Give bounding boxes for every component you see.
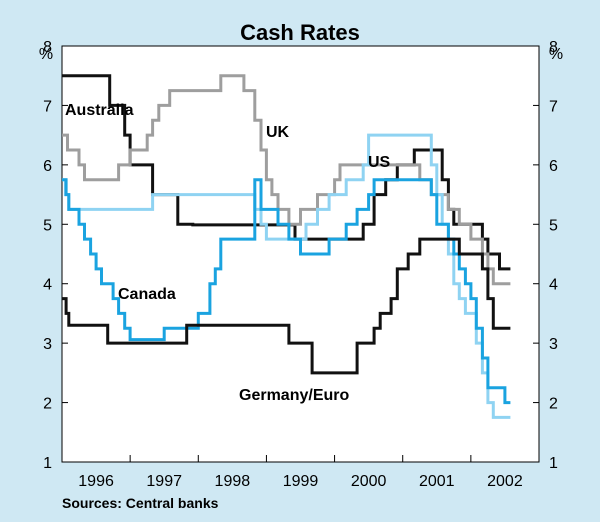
y-tick-label-right-4: 4 bbox=[549, 277, 558, 294]
y-tick-label-right-8: 8 bbox=[549, 39, 558, 56]
series-line-uk bbox=[62, 74, 511, 286]
y-tick-label-right-5: 5 bbox=[549, 217, 558, 234]
y-tick-label-right-1: 1 bbox=[549, 455, 558, 472]
y-tick-label-right-7: 7 bbox=[549, 98, 558, 115]
series-label-canada: Canada bbox=[118, 286, 176, 303]
source-note: Sources: Central banks bbox=[62, 495, 219, 511]
series-lines bbox=[62, 74, 511, 419]
series-label-uk: UK bbox=[266, 124, 290, 141]
y-tick-label-left-1: 1 bbox=[43, 455, 52, 472]
series-line-germany-euro bbox=[62, 237, 511, 375]
y-tick-label-right-2: 2 bbox=[549, 396, 558, 413]
x-tick-label-1997: 1997 bbox=[146, 473, 182, 490]
series-label-australia: Australia bbox=[65, 102, 134, 119]
series-label-us: US bbox=[368, 154, 391, 171]
x-tick-label-2002: 2002 bbox=[487, 473, 523, 490]
series-line-canada bbox=[62, 178, 511, 405]
y-tick-label-left-4: 4 bbox=[43, 277, 52, 294]
axis-ticks: 1 1 2 2 3 3 4 4 5 5 6 6 7 7 8 8 1996 1997 1998 1999 2000 2001… bbox=[43, 39, 558, 490]
y-tick-label-left-2: 2 bbox=[43, 396, 52, 413]
y-tick-label-right-6: 6 bbox=[549, 158, 558, 175]
y-unit-left: % bbox=[39, 46, 53, 63]
y-unit-right: % bbox=[549, 46, 563, 63]
x-tick-label-1996: 1996 bbox=[78, 473, 114, 490]
x-tick-label-2000: 2000 bbox=[351, 473, 387, 490]
y-tick-label-left-8: 8 bbox=[43, 39, 52, 56]
x-tick-label-1998: 1998 bbox=[215, 473, 251, 490]
y-tick-label-left-3: 3 bbox=[43, 336, 52, 353]
y-tick-label-left-7: 7 bbox=[43, 98, 52, 115]
x-tick-label-1999: 1999 bbox=[283, 473, 319, 490]
y-tick-label-left-5: 5 bbox=[43, 217, 52, 234]
y-tick-label-left-6: 6 bbox=[43, 158, 52, 175]
chart-title: Cash Rates bbox=[240, 20, 360, 45]
series-line-australia bbox=[62, 74, 511, 271]
x-tick-label-2001: 2001 bbox=[419, 473, 455, 490]
y-tick-label-right-3: 3 bbox=[549, 336, 558, 353]
series-label-germany-euro: Germany/Euro bbox=[239, 387, 349, 404]
